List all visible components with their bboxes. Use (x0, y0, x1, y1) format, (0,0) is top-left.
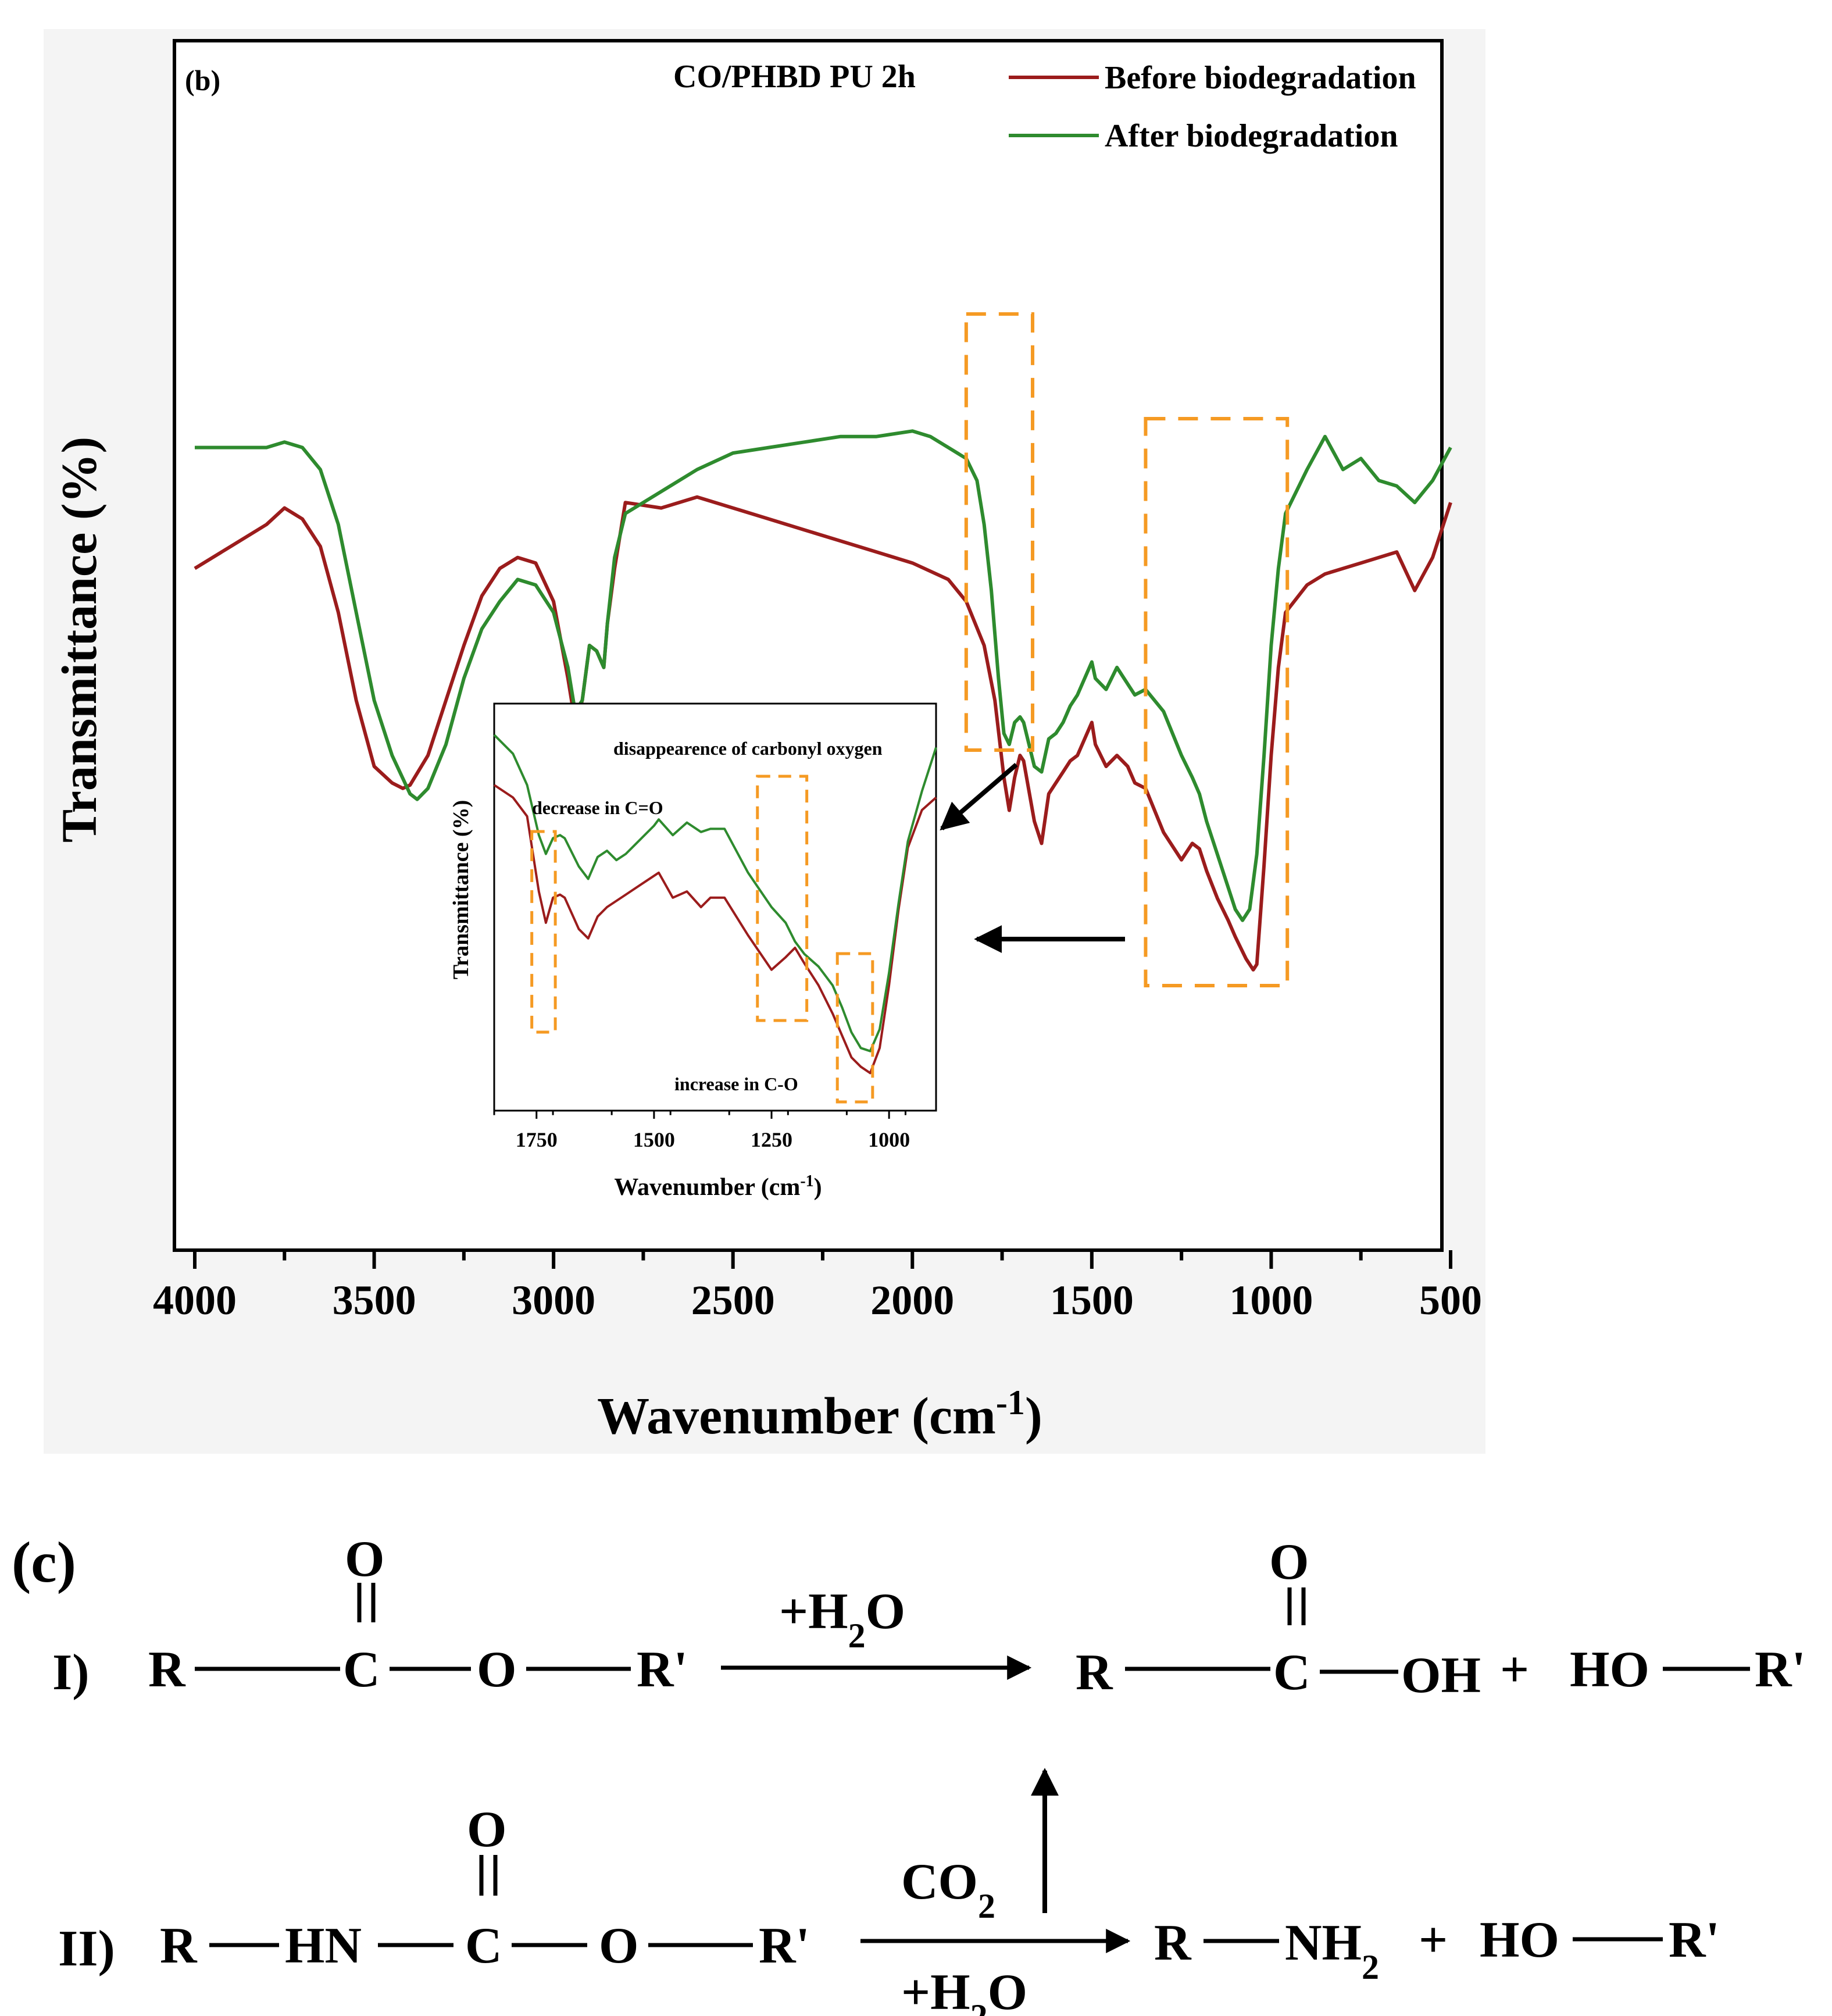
main-series-group (194, 429, 1452, 972)
series-line-before (194, 495, 1452, 972)
r1-reactant-R: R (148, 1642, 186, 1698)
r2-reactant-Rprime: R' (759, 1918, 810, 1974)
x-tick-label: 2000 (870, 1277, 954, 1323)
r1-product-R: R (1076, 1644, 1113, 1701)
reaction-2-label: II) (58, 1921, 115, 1977)
panel-b-label: (b) (185, 64, 220, 97)
main-x-label: Wavenumber (cm-1) (597, 1383, 1042, 1445)
main-y-label: Transmittance (%) (51, 437, 107, 843)
r1-reactant-C: C (343, 1642, 380, 1698)
r2-product-NH2: NH2 (1285, 1915, 1379, 1986)
main-x-label-text: Wavenumber (cm-1) (597, 1383, 1042, 1445)
r1-product-C: C (1273, 1644, 1310, 1701)
panel-c-label: (c) (12, 1530, 76, 1594)
r1-reactant-Rprime: R' (637, 1642, 688, 1698)
inset-annotation-increase-co: increase in C-O (674, 1073, 798, 1094)
annotation-box (756, 775, 809, 1022)
inset-annotation-boxes (530, 775, 874, 1104)
r1-reagent: +H2O (779, 1583, 905, 1655)
r2-reactant-O: O (599, 1918, 638, 1974)
inset-x-label: Wavenumber (cm-1) (614, 1172, 822, 1201)
r2-reactant-HN: HN (285, 1918, 362, 1974)
inset-annotation-carbonyl: disappearence of carbonyl oxygen (613, 738, 883, 759)
x-tick-label: 1500 (633, 1128, 675, 1151)
inset-annotation-decrease-co: decrease in C=O (532, 797, 663, 818)
r2-product-R: R (1154, 1915, 1192, 1971)
x-tick-label: 1250 (751, 1128, 792, 1151)
r1-carbonyl-O: O (345, 1531, 384, 1587)
x-tick-label: 3500 (333, 1277, 416, 1323)
x-tick-label: 2500 (691, 1277, 775, 1323)
inset-y-label: Transmittance (%) (449, 800, 473, 980)
r1-plus: + (1500, 1642, 1529, 1698)
series-line-after (195, 429, 1452, 922)
x-tick-label: 1750 (516, 1128, 558, 1151)
r2-product-Rprime: R' (1669, 1912, 1720, 1968)
r2-reactant-C: C (465, 1918, 502, 1974)
x-tick-label: 1000 (868, 1128, 910, 1151)
x-tick-label: 3000 (512, 1277, 595, 1323)
x-tick-label: 500 (1419, 1277, 1482, 1323)
legend-label-before: Before biodegradation (1105, 60, 1416, 96)
x-tick-label: 1500 (1050, 1277, 1134, 1323)
annotation-box (530, 830, 557, 1034)
x-tick-label: 4000 (153, 1277, 237, 1323)
legend-label-after: After biodegradation (1105, 118, 1398, 154)
annotation-box (1144, 417, 1290, 987)
r2-product-HO: HO (1480, 1912, 1559, 1968)
legend: Before biodegradation After biodegradati… (1009, 60, 1416, 154)
r2-reagent-co2: CO2 (901, 1854, 995, 1925)
x-tick-label: 1000 (1229, 1277, 1313, 1323)
inset-series-group (493, 734, 937, 1075)
r1-product-Rprime: R' (1755, 1642, 1806, 1698)
panel-c: (c) I) R C O O R' +H2O R C O OH + HO R' … (12, 1530, 1806, 2016)
r1-reactant-O: O (477, 1642, 516, 1698)
main-x-axis: 4000 3500 3000 2500 2000 1500 1000 500 (153, 1250, 1482, 1323)
r1-product-carbonyl-O: O (1269, 1534, 1309, 1590)
series-line-before (493, 784, 937, 1075)
r2-reactant-R: R (160, 1918, 198, 1974)
r1-product-HO: HO (1570, 1642, 1649, 1698)
reaction-1-label: I) (52, 1644, 90, 1701)
r2-plus: + (1419, 1912, 1448, 1968)
arrow-to-inset-carbonyl (940, 762, 1018, 831)
r1-product-OH: OH (1401, 1647, 1481, 1704)
series-line-after (493, 734, 937, 1052)
r2-reagent-h2o: +H2O (901, 1964, 1027, 2016)
r2-carbonyl-O: O (467, 1801, 506, 1858)
main-annotation-boxes (964, 312, 1290, 987)
chart-title: CO/PHBD PU 2h (673, 59, 916, 95)
inset-x-axis: 1750 1500 1250 1000 (493, 1111, 910, 1151)
annotation-box (964, 312, 1035, 752)
annotation-box (835, 952, 874, 1104)
